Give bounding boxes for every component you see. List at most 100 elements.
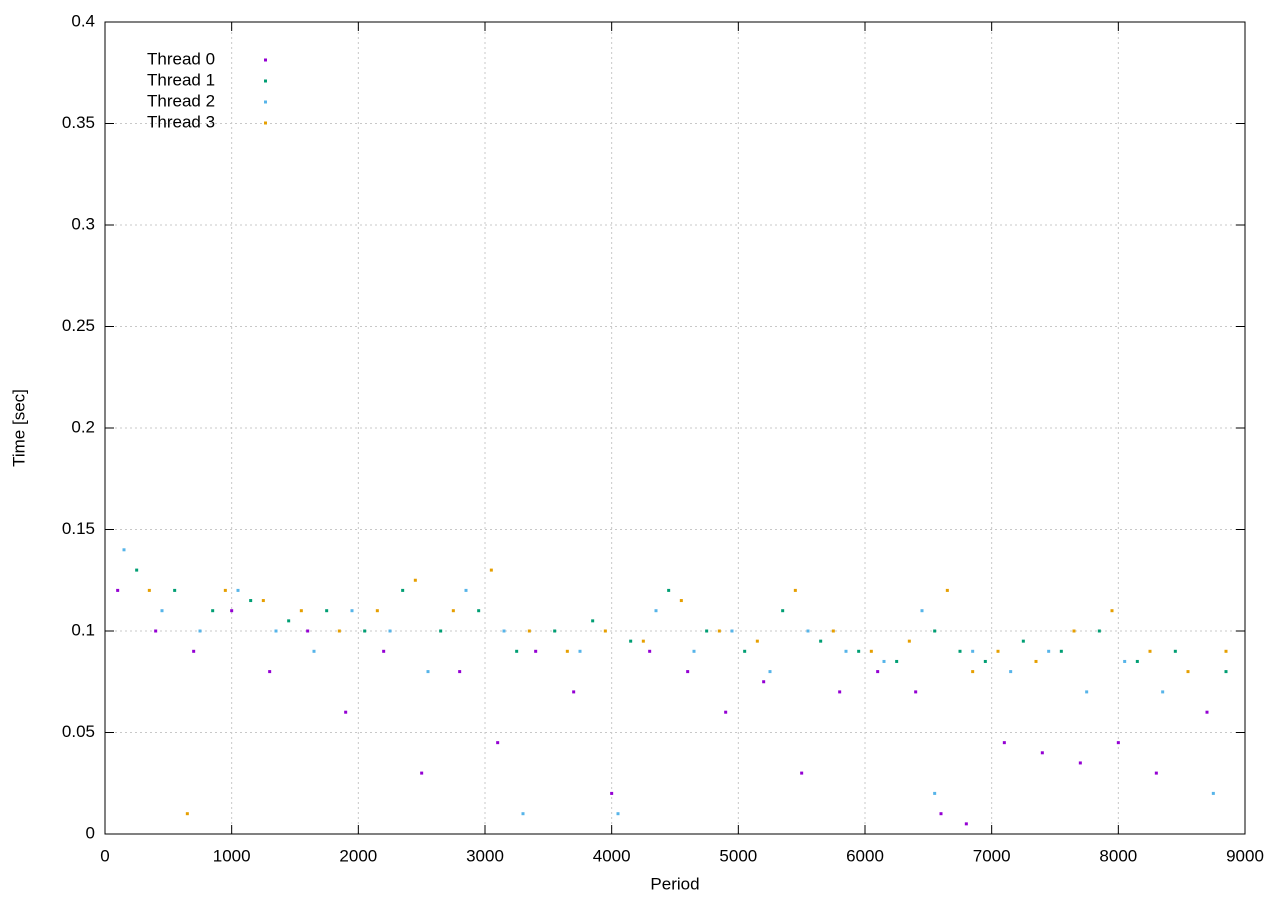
point [502, 629, 506, 633]
x-tick-label: 4000 [593, 846, 631, 865]
y-tick-label: 0.4 [71, 11, 95, 30]
point [971, 649, 975, 653]
point [464, 588, 468, 592]
point [185, 812, 189, 816]
point [907, 639, 911, 643]
legend-marker [264, 100, 267, 104]
point [572, 690, 576, 694]
point [1110, 609, 1114, 613]
point [426, 670, 430, 674]
point [945, 588, 949, 592]
point [933, 791, 937, 795]
point [591, 619, 595, 623]
point [1135, 659, 1139, 663]
y-tick-label: 0.1 [71, 620, 95, 639]
point [1211, 791, 1215, 795]
point [768, 670, 772, 674]
x-tick-label: 8000 [1099, 846, 1137, 865]
point [1205, 710, 1209, 714]
x-tick-label: 0 [100, 846, 109, 865]
point [610, 791, 614, 795]
point [996, 649, 1000, 653]
point [527, 629, 531, 633]
point [730, 629, 734, 633]
point [831, 629, 835, 633]
point [641, 639, 645, 643]
x-tick-label: 1000 [213, 846, 251, 865]
point [1040, 751, 1044, 755]
point [337, 629, 341, 633]
point [135, 568, 139, 572]
point [686, 670, 690, 674]
point [198, 629, 202, 633]
x-tick-label: 2000 [339, 846, 377, 865]
point [1224, 670, 1228, 674]
point [724, 710, 728, 714]
point [1116, 741, 1120, 745]
point [521, 812, 525, 816]
point [705, 629, 709, 633]
point [971, 670, 975, 674]
point [755, 639, 759, 643]
point [116, 588, 120, 592]
point [629, 639, 633, 643]
point [876, 670, 880, 674]
point [933, 629, 937, 633]
point [382, 649, 386, 653]
point [230, 609, 234, 613]
y-axis-label: Time [sec] [9, 389, 28, 467]
legend-label: Thread 3 [147, 112, 215, 131]
point [1123, 659, 1127, 663]
legend-marker [264, 121, 267, 125]
legend-label: Thread 2 [147, 91, 215, 110]
point [1154, 771, 1158, 775]
point [1148, 649, 1152, 653]
point [299, 609, 303, 613]
point [983, 659, 987, 663]
point [743, 649, 747, 653]
y-tick-label: 0.15 [62, 519, 95, 538]
point [553, 629, 557, 633]
point [489, 568, 493, 572]
point [1161, 690, 1165, 694]
point [679, 599, 683, 603]
point [762, 680, 766, 684]
point [1072, 629, 1076, 633]
point [325, 609, 329, 613]
x-tick-label: 9000 [1226, 846, 1264, 865]
point [1224, 649, 1228, 653]
plot-frame [104, 21, 1246, 835]
point [895, 659, 899, 663]
point [223, 588, 227, 592]
x-tick-label: 3000 [466, 846, 504, 865]
point [344, 710, 348, 714]
y-tick-label: 0 [86, 823, 95, 842]
point [838, 690, 842, 694]
x-axis-label: Period [650, 874, 699, 893]
point [312, 649, 316, 653]
point [211, 609, 215, 613]
point [249, 599, 253, 603]
point [603, 629, 607, 633]
point [869, 649, 873, 653]
point [800, 771, 804, 775]
point [401, 588, 405, 592]
point [920, 609, 924, 613]
y-tick-label: 0.25 [62, 316, 95, 335]
point [173, 588, 177, 592]
legend-marker [264, 79, 267, 83]
point [350, 609, 354, 613]
point [667, 588, 671, 592]
point [1059, 649, 1063, 653]
point [819, 639, 823, 643]
point [306, 629, 310, 633]
point [122, 548, 126, 552]
x-tick-label: 5000 [719, 846, 757, 865]
y-tick-label: 0.2 [71, 417, 95, 436]
point [268, 670, 272, 674]
point [388, 629, 392, 633]
point [496, 741, 500, 745]
point [1078, 761, 1082, 765]
point [914, 690, 918, 694]
point [648, 649, 652, 653]
